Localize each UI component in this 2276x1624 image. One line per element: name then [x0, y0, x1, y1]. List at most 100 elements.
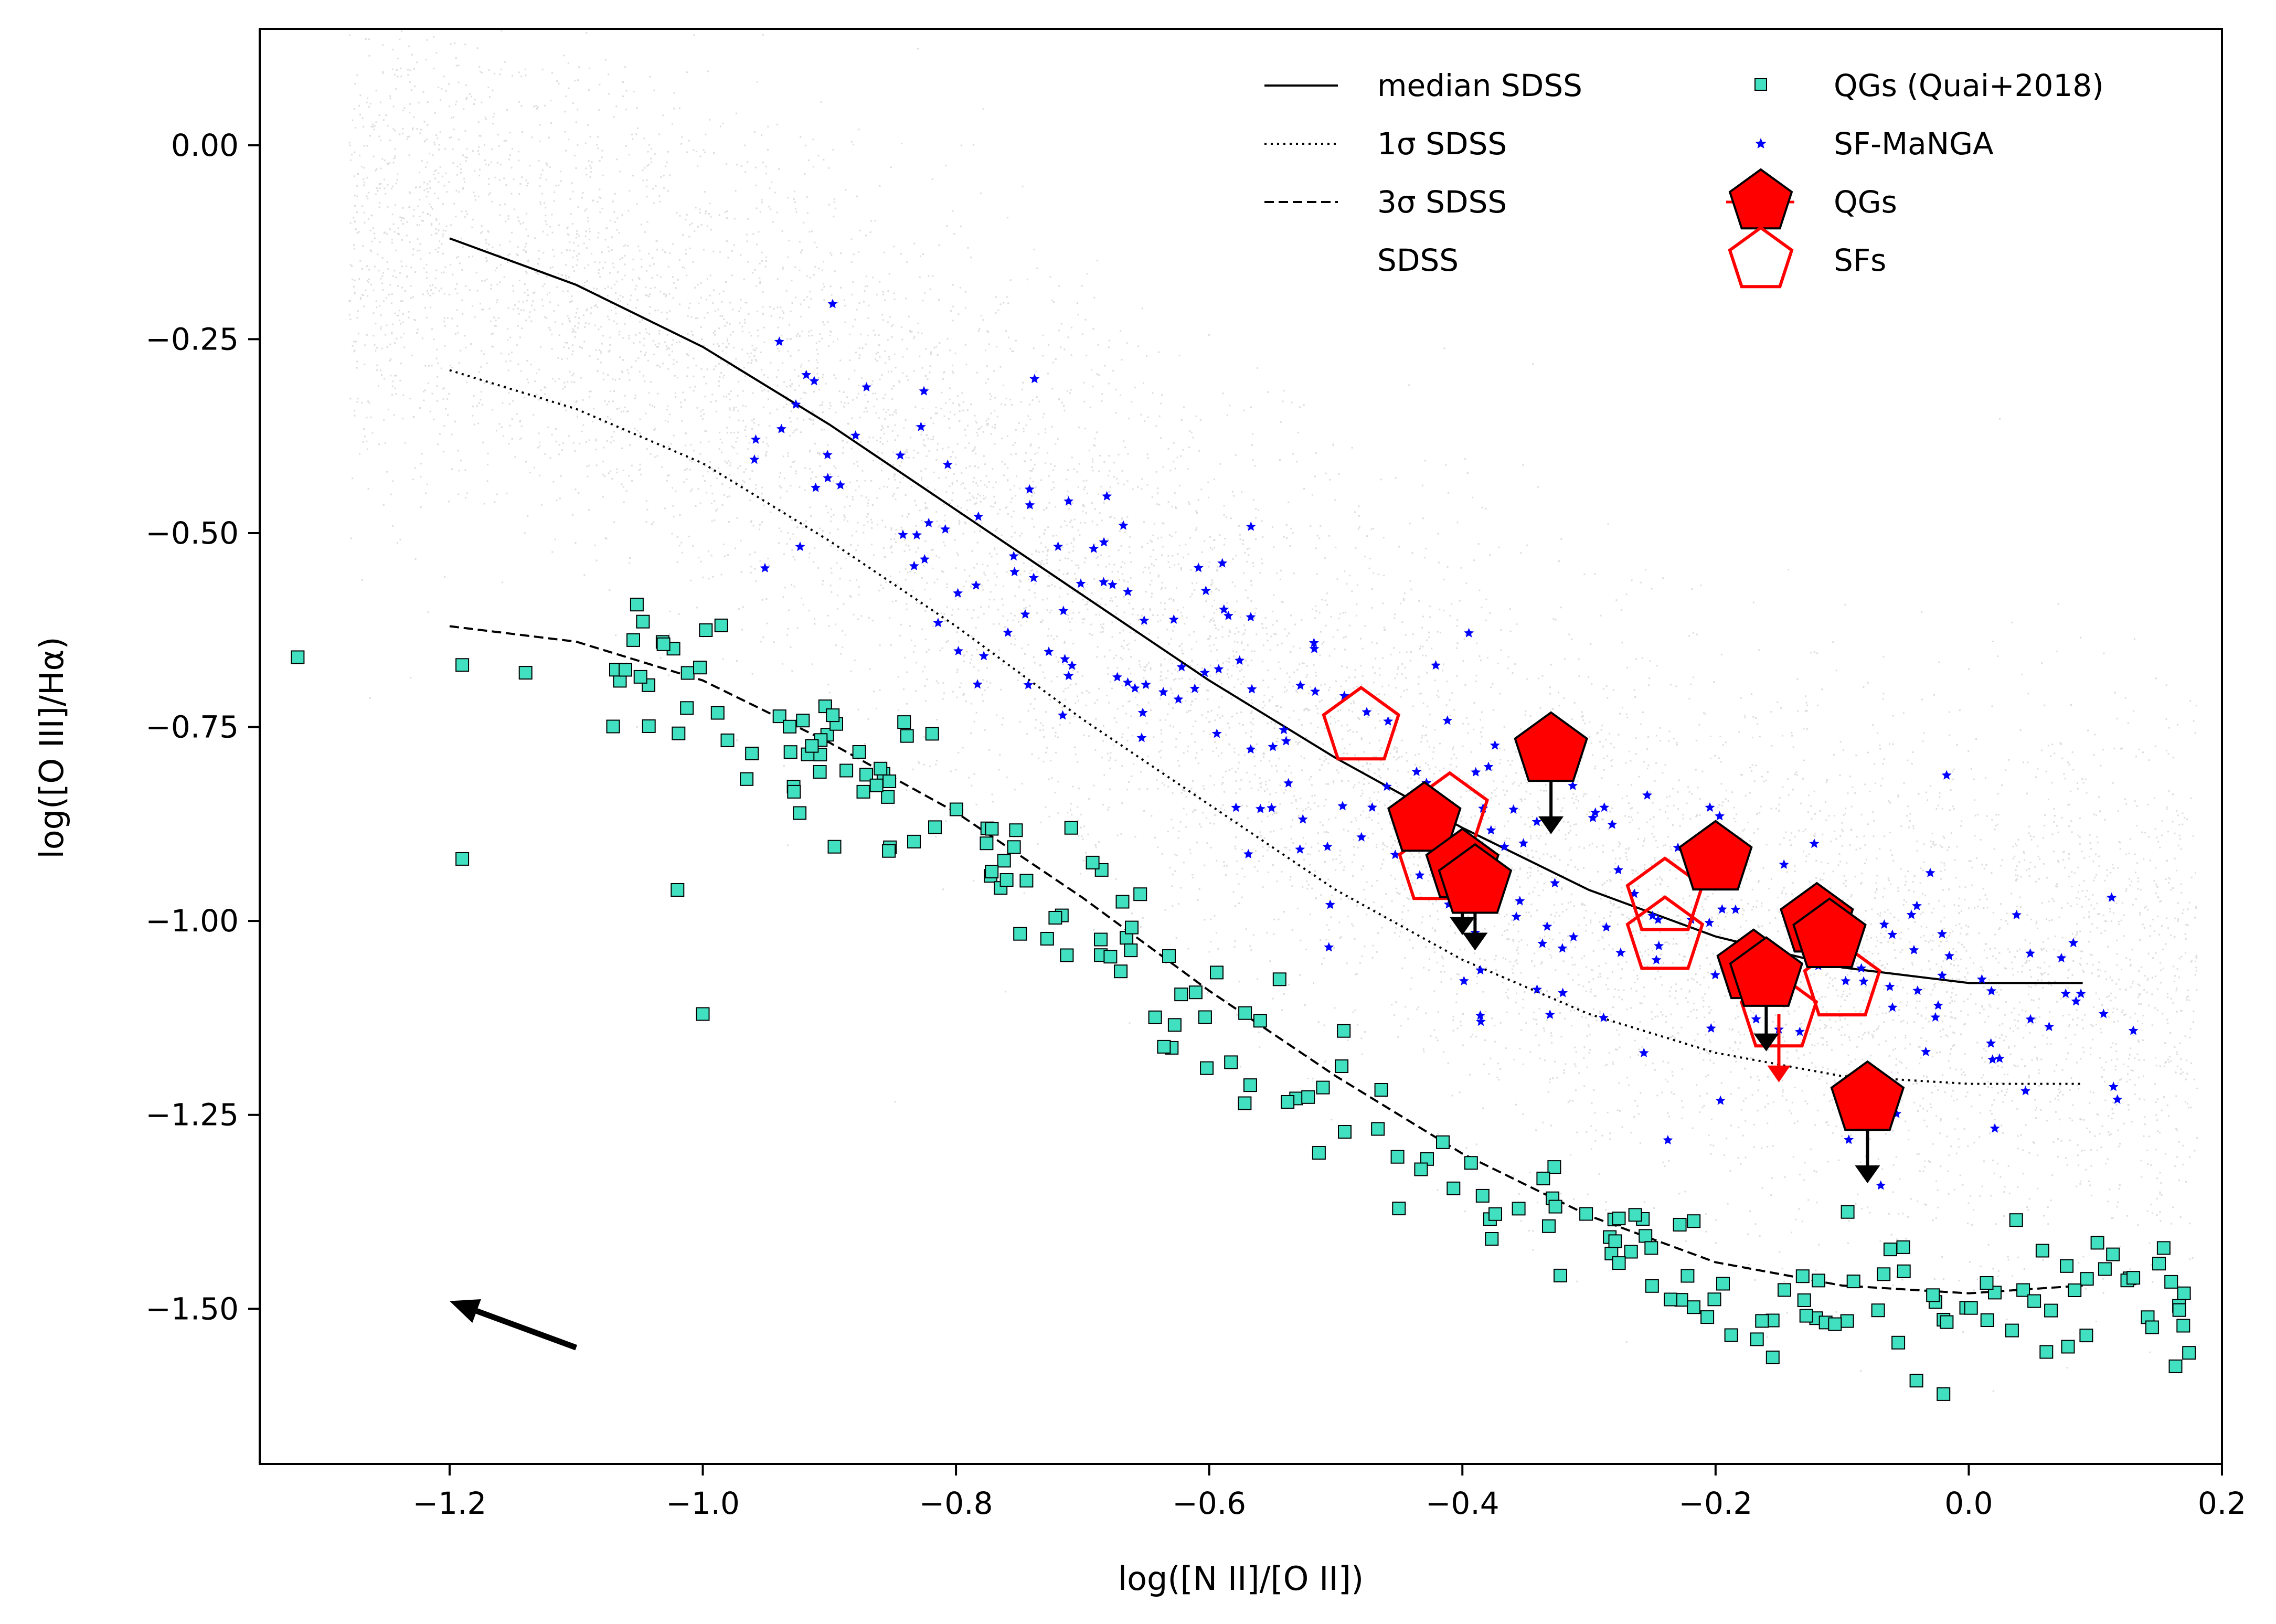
sf-manga-point	[1937, 970, 1948, 980]
qg-quai-point	[1612, 1256, 1626, 1270]
sf-manga-point	[2076, 988, 2086, 998]
x-tick-label: −0.6	[1172, 1485, 1246, 1521]
y-tick-label: 0.00	[171, 128, 239, 163]
sf-manga-point	[1219, 604, 1229, 614]
sf-manga-point	[1558, 988, 1568, 997]
sf-manga-point	[1023, 680, 1034, 689]
sf-manga-point	[1887, 929, 1898, 939]
qg-quai-point	[1086, 855, 1100, 869]
sf-manga-point	[919, 386, 929, 396]
sf-manga-point	[1490, 740, 1500, 750]
qg-quai-point	[1937, 1387, 1951, 1401]
qg-quai-point	[1926, 1288, 1940, 1302]
sf-manga-point	[1297, 814, 1308, 824]
qg-quai-point	[1799, 1309, 1813, 1323]
y-tick-label: −1.50	[145, 1291, 239, 1326]
qg-quai-point	[1673, 1218, 1687, 1232]
qg-quai-point	[1009, 823, 1023, 837]
qg-quai-point	[1964, 1301, 1978, 1315]
sf-manga-point	[1486, 825, 1496, 835]
sf-manga-point	[1794, 1026, 1805, 1036]
sf-manga-point	[2060, 988, 2071, 998]
qg-quai-point	[805, 739, 819, 753]
qg-quai-point	[2172, 1303, 2186, 1317]
sf-manga-point	[1879, 919, 1889, 929]
sf-manga-point	[1158, 687, 1168, 697]
qg-quai-point	[1188, 985, 1203, 1000]
qg-quai-point	[1114, 964, 1128, 979]
sf-manga-point	[1200, 586, 1211, 596]
qg-quai-point	[2060, 1259, 2074, 1273]
qg-quai-point	[1210, 965, 1224, 980]
sf-manga-point	[760, 562, 770, 572]
qg-quai-point	[1687, 1214, 1701, 1228]
qg-quai-point	[2098, 1262, 2112, 1276]
reddening-arrow-head	[449, 1299, 481, 1323]
qg-quai-point	[633, 670, 647, 684]
sf-manga-point	[1130, 683, 1140, 693]
qg-quai-point	[2145, 1320, 2159, 1334]
qg-quai-point	[1124, 943, 1138, 958]
qg-quai-point	[783, 745, 797, 759]
sf-manga-point	[1986, 985, 1997, 995]
qg-quai-point	[1253, 1014, 1267, 1028]
qg-quai-point	[796, 714, 810, 728]
sf-manga-point	[1557, 943, 1568, 953]
qg-quai-point	[680, 666, 695, 680]
sf-manga-point	[1053, 541, 1063, 551]
qg-quai-point	[1337, 1024, 1351, 1038]
y-tick-label: −0.50	[145, 515, 239, 551]
qg-quai-point	[881, 790, 895, 804]
sf-manga-point	[895, 450, 906, 460]
qg-quai-point	[997, 854, 1011, 868]
reddening-vector	[449, 1299, 578, 1351]
sf-manga-point	[1356, 832, 1367, 842]
sf-manga-point	[1322, 841, 1333, 851]
qg-quai-point	[1485, 1232, 1499, 1246]
qg-quai-point	[1312, 1146, 1326, 1160]
qg-quai-point	[985, 865, 999, 878]
sf-manga-point	[1060, 654, 1070, 664]
legend-quai-label: QGs (Quai+2018)	[1834, 68, 2104, 103]
sf-manga-point	[1532, 984, 1542, 994]
sf-manga-point	[1099, 537, 1109, 547]
qg-quai-point	[2090, 1236, 2104, 1250]
qg-quai-point	[630, 598, 644, 612]
sf-manga-point	[2107, 892, 2117, 902]
qg-quai-point	[2035, 1244, 2049, 1258]
sf-manga-point	[1705, 802, 1715, 812]
sf-manga-point	[1414, 870, 1425, 880]
sf-manga-point	[1028, 572, 1039, 582]
sf-manga-point	[1283, 778, 1294, 788]
sf-manga-point	[1442, 715, 1453, 725]
legend-quai-swatch	[1754, 78, 1767, 91]
sf-manga-point	[1246, 744, 1256, 754]
qg-quai-point	[2009, 1213, 2023, 1227]
sf-manga-point	[2020, 1086, 2031, 1096]
sf-manga-point	[1102, 491, 1112, 501]
sf-manga-point	[1058, 710, 1068, 720]
qg-quai-point	[745, 747, 759, 760]
qg-quai-point	[1980, 1313, 1994, 1327]
x-tick-label: −0.4	[1426, 1485, 1499, 1521]
sf-manga-point	[1235, 655, 1245, 665]
qg-quai-point	[1554, 1268, 1567, 1282]
qg-quai-point	[1157, 1039, 1171, 1054]
sf-manga-point	[1715, 811, 1725, 821]
sf-manga-point	[2056, 953, 2067, 963]
sf-manga-point	[1464, 628, 1474, 638]
qg-quai-point	[1778, 1283, 1791, 1297]
qg-quai-point	[626, 633, 640, 647]
sf-manga-point	[1029, 374, 1040, 384]
sf-manga-point	[1475, 965, 1486, 975]
sf-manga-point	[1279, 725, 1289, 735]
qg-quai-point	[1628, 1208, 1642, 1222]
qg-quai-point	[1909, 1374, 1923, 1388]
qg-quai-point	[1040, 932, 1054, 946]
qg-quai-point	[1612, 1212, 1626, 1226]
qg-quai-points	[291, 598, 2196, 1401]
qg-quai-point	[783, 719, 797, 734]
sf-manga-points	[749, 299, 2139, 1190]
sf-manga-point	[1601, 922, 1612, 932]
